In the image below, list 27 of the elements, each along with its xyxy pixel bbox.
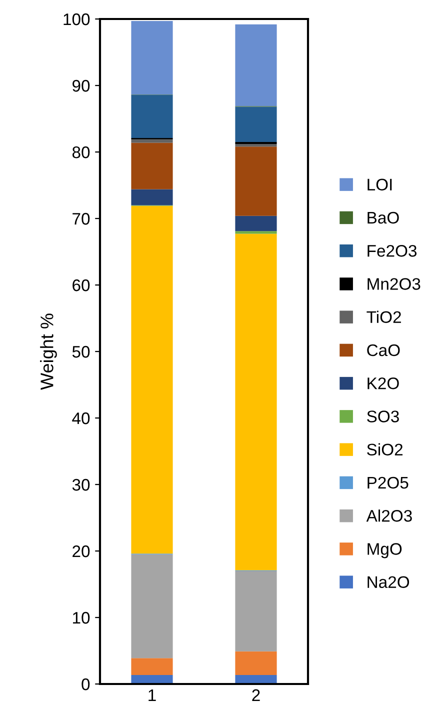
y-axis-title: Weight %	[40, 314, 57, 390]
legend-label: TiO2	[366, 310, 401, 324]
y-tick-label: 60	[72, 279, 90, 292]
y-tick-label: 70	[72, 212, 90, 225]
y-tick-label: 50	[72, 346, 90, 358]
y-tick-label: 90	[72, 80, 90, 92]
legend-label: BaO	[368, 212, 399, 224]
y-tick-label: 0	[82, 678, 90, 690]
x-tick-label: 1	[148, 689, 156, 701]
y-tick-label: 10	[73, 612, 90, 624]
y-tick-label: 40	[72, 412, 90, 424]
y-tick-label: 30	[72, 478, 90, 491]
legend-label: K2O	[368, 377, 399, 390]
legend-label: SO3	[367, 410, 399, 422]
legend-label: CaO	[367, 344, 400, 356]
legend-label: Na2O	[368, 576, 410, 588]
y-tick-label: 80	[72, 146, 90, 158]
y-tick-label: 20	[72, 545, 90, 558]
legend-label: LOI	[368, 178, 392, 191]
legend-label: Mn2O3	[368, 278, 420, 290]
legend-label: Fe2O3	[368, 244, 417, 257]
legend-label: SiO2	[367, 443, 403, 456]
y-tick-label: 100	[64, 13, 90, 26]
legend-label: Al2O3	[366, 510, 412, 522]
x-tick-label: 2	[252, 689, 260, 701]
legend-label: MgO	[368, 543, 402, 558]
legend-label: P2O5	[368, 476, 408, 489]
